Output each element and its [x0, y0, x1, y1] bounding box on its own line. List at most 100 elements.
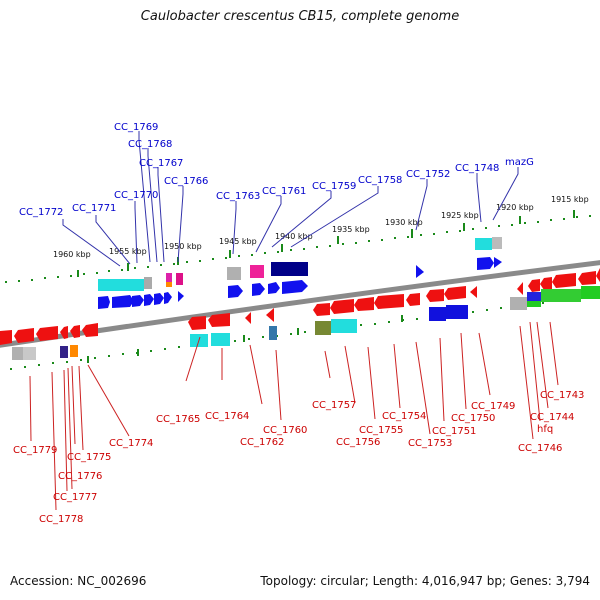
gene-label-cc-1750[interactable]: CC_1750	[451, 413, 495, 424]
gene-feature[interactable]	[269, 326, 277, 340]
gene-feature[interactable]	[60, 326, 68, 339]
gene-label-cc-1762[interactable]: CC_1762	[240, 437, 284, 448]
gene-label-cc-1753[interactable]: CC_1753	[408, 438, 452, 449]
gene-feature[interactable]	[426, 289, 444, 302]
gene-feature[interactable]	[166, 273, 172, 282]
gene-feature[interactable]	[112, 295, 134, 308]
gene-feature[interactable]	[176, 273, 183, 285]
gene-label-cc-1763[interactable]: CC_1763	[216, 191, 260, 202]
gene-label-cc-1761[interactable]: CC_1761	[262, 186, 306, 197]
gene-feature[interactable]	[211, 333, 230, 346]
gene-feature[interactable]	[374, 294, 404, 309]
gene-label-hfq[interactable]: hfq	[537, 424, 553, 435]
gene-feature[interactable]	[354, 297, 374, 311]
gene-feature[interactable]	[446, 305, 468, 319]
gene-feature[interactable]	[444, 286, 466, 300]
gene-feature[interactable]	[132, 295, 144, 307]
gene-feature[interactable]	[315, 321, 331, 335]
gene-label-cc-1760[interactable]: CC_1760	[263, 425, 307, 436]
gene-label-cc-1748[interactable]: CC_1748	[455, 163, 499, 174]
gene-feature[interactable]	[0, 330, 12, 345]
gene-label-cc-1770[interactable]: CC_1770	[114, 190, 158, 201]
gene-feature[interactable]	[330, 299, 354, 314]
gene-feature[interactable]	[144, 277, 152, 289]
gene-feature[interactable]	[492, 237, 502, 249]
gene-label-cc-1756[interactable]: CC_1756	[336, 437, 380, 448]
gene-label-cc-1771[interactable]: CC_1771	[72, 203, 116, 214]
gene-label-cc-1749[interactable]: CC_1749	[471, 401, 515, 412]
gene-feature[interactable]	[581, 286, 600, 299]
gene-label-cc-1777[interactable]: CC_1777	[53, 492, 97, 503]
gene-feature[interactable]	[527, 292, 541, 301]
gene-feature[interactable]	[82, 323, 98, 337]
gene-label-cc-1766[interactable]: CC_1766	[164, 176, 208, 187]
gene-feature[interactable]	[166, 282, 172, 287]
gene-label-cc-1758[interactable]: CC_1758	[358, 175, 402, 186]
gene-label-cc-1759[interactable]: CC_1759	[312, 181, 356, 192]
gene-label-cc-1744[interactable]: CC_1744	[530, 412, 574, 423]
gene-feature[interactable]	[144, 294, 154, 306]
gene-feature[interactable]	[12, 347, 23, 360]
gene-label-cc-1779[interactable]: CC_1779	[13, 445, 57, 456]
gene-label-cc-1774[interactable]: CC_1774	[109, 438, 153, 449]
gene-label-cc-1776[interactable]: CC_1776	[58, 471, 102, 482]
gene-feature[interactable]	[268, 282, 280, 294]
gene-feature[interactable]	[552, 273, 576, 288]
gene-feature[interactable]	[14, 328, 34, 343]
gene-feature[interactable]	[541, 289, 581, 302]
gene-feature[interactable]	[494, 257, 502, 268]
gene-feature[interactable]	[178, 291, 184, 302]
gene-feature[interactable]	[70, 345, 78, 357]
gene-feature[interactable]	[470, 286, 477, 298]
gene-feature[interactable]	[477, 257, 494, 270]
gene-label-cc-1768[interactable]: CC_1768	[128, 139, 172, 150]
gene-feature[interactable]	[475, 238, 492, 250]
gene-label-cc-1751[interactable]: CC_1751	[432, 426, 476, 437]
gene-feature[interactable]	[188, 316, 206, 330]
gene-feature[interactable]	[282, 280, 308, 294]
gene-feature[interactable]	[271, 262, 308, 276]
gene-label-cc-1746[interactable]: CC_1746	[518, 443, 562, 454]
gene-feature[interactable]	[60, 346, 68, 358]
gene-feature[interactable]	[227, 267, 241, 280]
gene-label-cc-1767[interactable]: CC_1767	[139, 158, 183, 169]
gene-label-cc-1764[interactable]: CC_1764	[205, 411, 249, 422]
gene-feature[interactable]	[266, 308, 274, 322]
gene-feature[interactable]	[517, 282, 523, 295]
gene-label-cc-1765[interactable]: CC_1765	[156, 414, 200, 425]
gene-feature[interactable]	[406, 293, 420, 306]
gene-label-cc-1752[interactable]: CC_1752	[406, 169, 450, 180]
gene-feature[interactable]	[164, 292, 172, 304]
gene-label-cc-1743[interactable]: CC_1743	[540, 390, 584, 401]
gene-label-cc-1757[interactable]: CC_1757	[312, 400, 356, 411]
gene-label-mazg[interactable]: mazG	[505, 157, 534, 168]
gene-feature[interactable]	[510, 297, 527, 310]
gene-feature[interactable]	[331, 319, 357, 333]
forward-labels: CC_1769 CC_1768 CC_1767 CC_1770 CC_1766 …	[19, 122, 534, 218]
gene-feature[interactable]	[36, 326, 58, 341]
gene-label-cc-1775[interactable]: CC_1775	[67, 452, 111, 463]
gene-feature[interactable]	[250, 265, 264, 278]
gene-feature[interactable]	[228, 285, 243, 298]
gene-label-cc-1754[interactable]: CC_1754	[382, 411, 426, 422]
gene-feature[interactable]	[23, 347, 36, 360]
gene-feature[interactable]	[70, 325, 80, 338]
gene-label-cc-1772[interactable]: CC_1772	[19, 207, 63, 218]
gene-feature[interactable]	[98, 296, 110, 309]
gene-feature[interactable]	[429, 307, 446, 321]
gene-feature[interactable]	[154, 293, 164, 305]
gene-feature[interactable]	[208, 313, 230, 327]
gene-label-cc-1778[interactable]: CC_1778	[39, 514, 83, 525]
gene-feature[interactable]	[578, 271, 596, 285]
gene-feature[interactable]	[527, 301, 541, 307]
gene-feature[interactable]	[528, 279, 540, 292]
gene-feature[interactable]	[98, 279, 144, 291]
gene-feature[interactable]	[252, 283, 265, 296]
gene-feature[interactable]	[416, 265, 424, 278]
gene-feature[interactable]	[313, 303, 330, 316]
gene-feature[interactable]	[540, 277, 552, 290]
gene-feature[interactable]	[596, 268, 600, 282]
gene-label-cc-1755[interactable]: CC_1755	[359, 425, 403, 436]
gene-feature[interactable]	[245, 312, 251, 324]
gene-label-cc-1769[interactable]: CC_1769	[114, 122, 158, 133]
